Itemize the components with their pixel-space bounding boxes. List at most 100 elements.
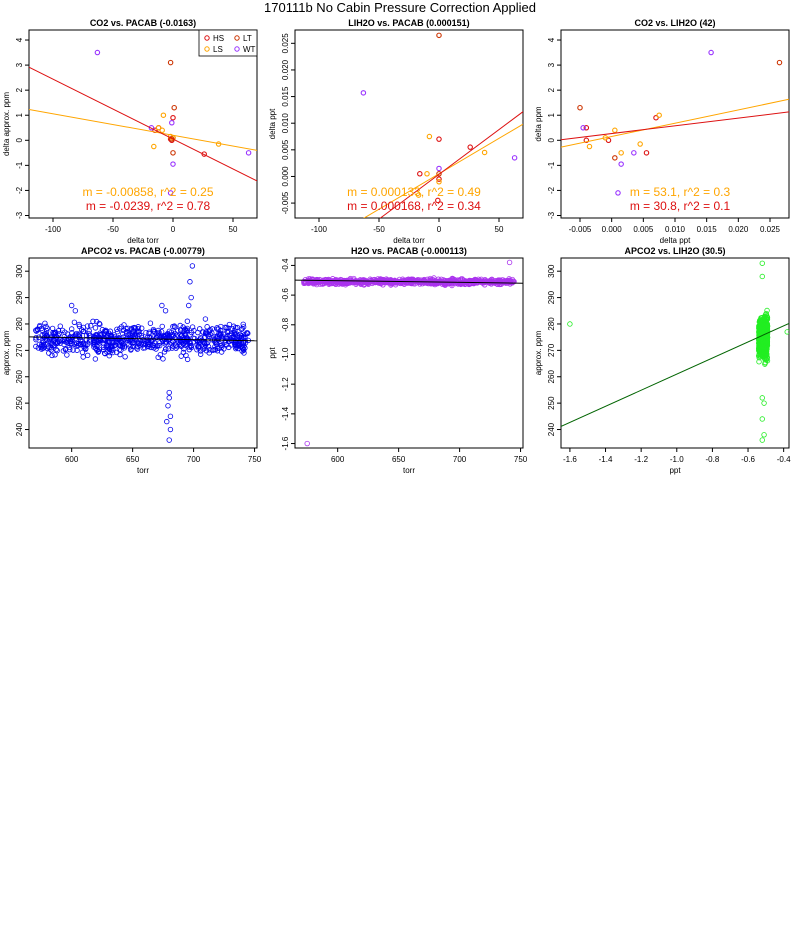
data-point — [173, 345, 179, 351]
data-point — [52, 352, 58, 358]
data-point-ls — [159, 127, 165, 134]
data-point — [135, 339, 141, 345]
y-tick-label: 260 — [547, 370, 556, 384]
y-tick-label: 0.015 — [281, 86, 290, 107]
data-point — [200, 329, 206, 335]
data-point-ls — [586, 143, 593, 150]
data-point — [302, 278, 308, 285]
data-point — [84, 352, 91, 359]
data-point-wt — [615, 190, 621, 196]
data-point — [244, 329, 250, 336]
y-tick-label: 270 — [15, 343, 24, 357]
y-tick-label: -3 — [15, 211, 24, 219]
y-tick-label: 300 — [15, 264, 24, 278]
data-point — [108, 332, 114, 339]
data-point — [350, 279, 356, 286]
data-point — [240, 324, 247, 330]
data-point — [186, 302, 192, 309]
data-point — [190, 335, 197, 341]
data-point — [70, 347, 76, 353]
data-point — [448, 280, 454, 286]
plot-area — [561, 49, 789, 196]
data-point — [762, 319, 768, 325]
x-tick-label: -100 — [45, 225, 62, 234]
data-point — [99, 326, 106, 333]
fit-line — [29, 108, 257, 151]
fit-annotation: m = 30.8, r^2 = 0.1 — [630, 199, 731, 213]
x-tick-label: 0.015 — [697, 225, 718, 234]
data-point — [184, 318, 191, 324]
y-tick-label: 0 — [15, 138, 24, 143]
data-point — [42, 331, 48, 337]
data-point — [763, 347, 769, 353]
plot-frame — [28, 29, 258, 219]
data-point — [784, 329, 789, 335]
data-point — [762, 360, 768, 366]
data-point — [92, 341, 98, 348]
data-point — [218, 330, 224, 337]
data-point — [161, 349, 168, 355]
data-point-hs — [417, 171, 423, 177]
data-point — [173, 342, 179, 348]
y-tick-label: 1 — [15, 112, 24, 117]
x-tick-label: -1.6 — [563, 455, 577, 464]
data-point — [140, 345, 146, 351]
data-point — [757, 330, 764, 336]
data-point — [49, 341, 55, 348]
data-point — [93, 318, 100, 325]
x-tick-label: 0 — [171, 225, 176, 234]
data-point-lt — [577, 104, 583, 111]
data-point — [119, 337, 125, 343]
data-point — [72, 308, 79, 314]
data-point — [304, 440, 310, 447]
fit-line — [561, 111, 789, 141]
x-tick-label: 700 — [187, 455, 201, 464]
data-point-wt — [167, 190, 174, 196]
data-point — [100, 344, 107, 350]
data-point — [91, 339, 97, 345]
data-point — [319, 278, 326, 285]
data-point — [225, 325, 231, 331]
y-tick-label: 240 — [15, 422, 24, 436]
data-point — [759, 273, 765, 280]
data-point — [322, 278, 329, 284]
figure-title: 170111b No Cabin Pressure Correction App… — [264, 0, 536, 15]
data-point — [143, 329, 149, 336]
data-point — [48, 335, 54, 341]
data-point — [134, 346, 141, 352]
data-point — [229, 325, 235, 332]
data-point — [123, 325, 129, 332]
plot-frame — [560, 257, 790, 449]
data-point — [80, 341, 87, 347]
y-tick-label: 0.020 — [281, 59, 290, 80]
data-point — [136, 332, 142, 338]
data-point-ls — [481, 149, 488, 156]
data-point — [756, 359, 762, 365]
x-tick-label: 600 — [65, 455, 79, 464]
y-axis-label: ppt — [268, 347, 277, 359]
data-point — [44, 345, 50, 352]
fit-annotation: m = 53.1, r^2 = 0.3 — [630, 185, 731, 199]
y-tick-label: -0.4 — [281, 258, 290, 272]
fit-annotation: m = 0.000133, r^2 = 0.49 — [347, 185, 481, 199]
data-point — [37, 324, 43, 330]
data-point — [410, 278, 416, 284]
data-point — [38, 325, 45, 332]
data-point — [49, 352, 55, 359]
data-point — [69, 330, 75, 336]
x-axis-label: delta torr — [127, 236, 159, 245]
plot-area — [360, 32, 523, 218]
data-point — [159, 302, 165, 309]
plot-frame — [294, 257, 524, 449]
data-point — [129, 332, 136, 339]
data-point — [217, 341, 223, 347]
data-point — [184, 336, 191, 342]
x-tick-label: -1.0 — [670, 455, 684, 464]
data-point — [87, 323, 94, 329]
data-point — [217, 327, 224, 334]
data-point — [116, 336, 123, 342]
x-tick-label: 0.005 — [633, 225, 654, 234]
x-tick-label: -100 — [311, 225, 328, 234]
data-point — [376, 277, 383, 284]
legend-label: LT — [243, 34, 252, 43]
